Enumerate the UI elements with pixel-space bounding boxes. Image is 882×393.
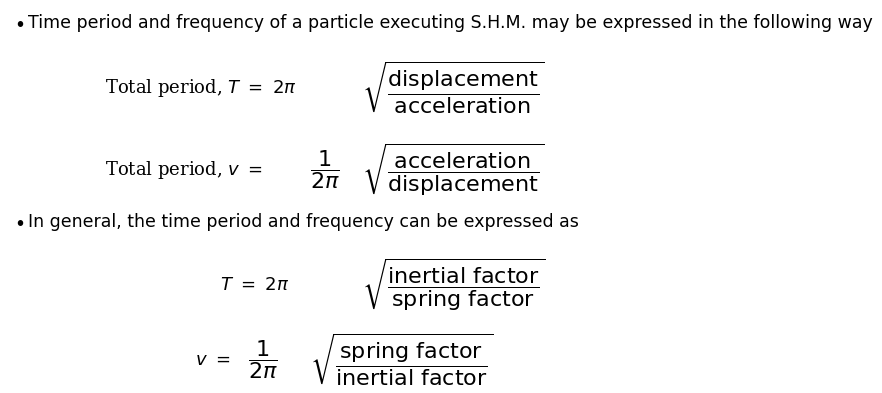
Text: •: •: [14, 215, 25, 234]
Text: $\dfrac{1}{2\pi}$: $\dfrac{1}{2\pi}$: [310, 149, 340, 191]
Text: Total period, $T\ =\ 2\pi$: Total period, $T\ =\ 2\pi$: [105, 77, 297, 99]
Text: $T\ =\ 2\pi$: $T\ =\ 2\pi$: [220, 276, 289, 294]
Text: $\sqrt{\dfrac{\mathrm{spring\ factor}}{\mathrm{inertial\ factor}}}$: $\sqrt{\dfrac{\mathrm{spring\ factor}}{\…: [310, 332, 493, 388]
Text: $\dfrac{1}{2\pi}$: $\dfrac{1}{2\pi}$: [248, 338, 278, 382]
Text: $\sqrt{\dfrac{\mathrm{displacement}}{\mathrm{acceleration}}}$: $\sqrt{\dfrac{\mathrm{displacement}}{\ma…: [362, 60, 545, 116]
Text: •: •: [14, 16, 25, 35]
Text: Total period, $v\ =$: Total period, $v\ =$: [105, 159, 263, 181]
Text: $\sqrt{\dfrac{\mathrm{inertial\ factor}}{\mathrm{spring\ factor}}}$: $\sqrt{\dfrac{\mathrm{inertial\ factor}}…: [362, 257, 545, 313]
Text: $\sqrt{\dfrac{\mathrm{acceleration}}{\mathrm{displacement}}}$: $\sqrt{\dfrac{\mathrm{acceleration}}{\ma…: [362, 142, 545, 198]
Text: In general, the time period and frequency can be expressed as: In general, the time period and frequenc…: [28, 213, 579, 231]
Text: $v\ =$: $v\ =$: [195, 351, 230, 369]
Text: Time period and frequency of a particle executing S.H.M. may be expressed in the: Time period and frequency of a particle …: [28, 14, 873, 32]
